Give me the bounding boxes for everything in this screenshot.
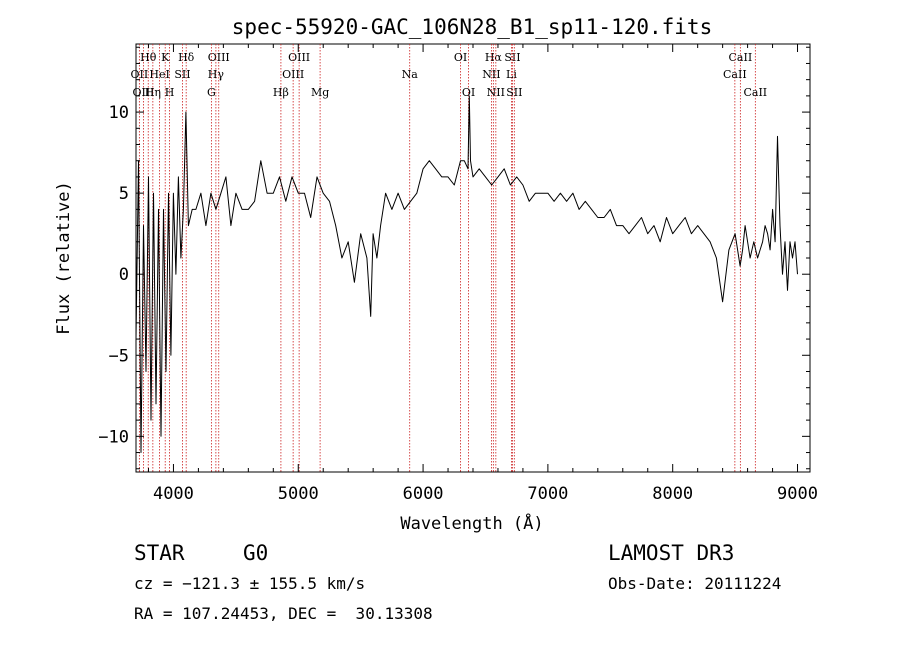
spectral-line-label-24: SII: [506, 86, 522, 99]
x-tick-label-0: 4000: [153, 484, 194, 504]
spectral-line-label-26: CaII: [723, 68, 747, 81]
spectral-line-label-6: Hδ: [178, 51, 195, 64]
spectral-line-label-0: Hθ: [140, 51, 157, 64]
spectral-line-label-16: Na: [402, 68, 419, 81]
coordinates: RA = 107.24453, DEC = 30.13308: [134, 604, 433, 623]
spectral-line-label-18: OI: [462, 86, 475, 99]
velocity-readout: cz = −121.3 ± 155.5 km/s: [134, 574, 366, 593]
spectral-line-label-22: Li: [506, 68, 517, 81]
spectral-line-label-12: OIII: [288, 51, 310, 64]
x-tick-label-5: 9000: [777, 484, 818, 504]
spectral-line-label-15: Mg: [311, 86, 329, 99]
x-tick-label-3: 7000: [527, 484, 568, 504]
spectral-line-label-14: Hβ: [273, 86, 289, 99]
series-layer: [135, 95, 798, 453]
spectral-line-label-21: NII: [482, 68, 500, 81]
spectral-line-label-1: OII: [131, 68, 149, 81]
object-type: STAR: [134, 541, 185, 565]
y-tick-label-1: −5: [109, 346, 129, 366]
x-tick-label-1: 5000: [278, 484, 319, 504]
obs-date: Obs-Date: 20111224: [608, 574, 782, 593]
spectral-line-label-25: CaII: [729, 51, 753, 64]
spectral-line-label-11: G: [207, 86, 216, 99]
spectral-line-label-9: OIII: [208, 51, 230, 64]
series-flux: [135, 95, 798, 453]
survey-name: LAMOST DR3: [608, 541, 735, 565]
y-tick-label-3: 5: [119, 184, 129, 204]
spectral-line-label-27: CaII: [743, 86, 767, 99]
axis-ticks: 4000 5000 6000 7000 8000 9000 −10 −5 0 5 10: [98, 44, 818, 504]
spectral-line-label-5: Hη: [145, 86, 161, 99]
y-tick-label-4: 10: [109, 103, 129, 123]
chart-title: spec-55920-GAC_106N28_B1_sp11-120.fits: [232, 15, 712, 39]
plot-frame: [135, 43, 811, 473]
y-tick-label-0: −10: [98, 427, 129, 447]
x-tick-label-4: 8000: [652, 484, 693, 504]
object-subclass: G0: [243, 541, 269, 565]
spectral-line-label-19: Hα: [485, 51, 503, 64]
spectral-line-label-13: OIII: [282, 68, 304, 81]
spectral-line-label-7: SII: [174, 68, 190, 81]
spectral-line-label-10: Hγ: [208, 68, 225, 81]
spectral-line-label-23: NII: [487, 86, 505, 99]
spectral-line-label-17: OI: [454, 51, 467, 64]
spectral-line-label-3: K: [161, 51, 170, 64]
x-axis-label: Wavelength (Å): [400, 512, 543, 534]
y-tick-label-2: 0: [119, 265, 129, 285]
spectral-line-label-20: SII: [504, 51, 520, 64]
spectral-line-label-8: H: [165, 86, 175, 99]
y-axis-label: Flux (relative): [54, 181, 74, 335]
spectral-line-label-4: HeI: [149, 68, 169, 81]
x-tick-label-2: 6000: [403, 484, 444, 504]
